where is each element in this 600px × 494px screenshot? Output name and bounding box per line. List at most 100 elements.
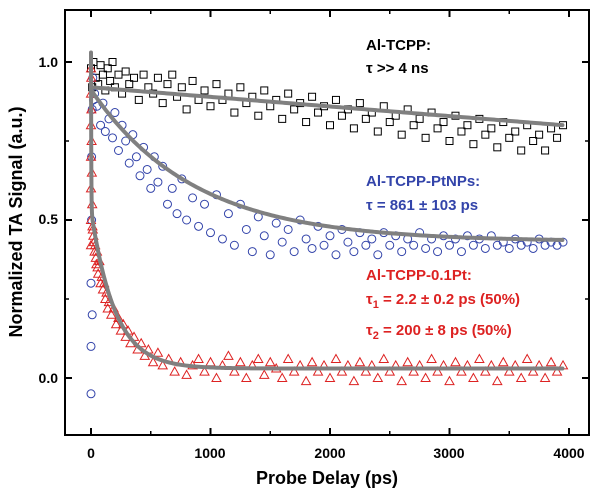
data-point (105, 309, 117, 319)
data-point (152, 347, 164, 357)
data-point (551, 366, 563, 376)
data-point (331, 95, 340, 104)
data-point (373, 127, 382, 136)
data-point (541, 146, 550, 155)
data-point (372, 372, 384, 382)
data-point (259, 231, 269, 241)
x-tick-label-0: 0 (87, 445, 95, 461)
data-point (113, 145, 123, 155)
data-point (433, 124, 442, 133)
data-point (265, 250, 275, 260)
data-point (445, 240, 454, 250)
data-point (528, 243, 538, 253)
annotation-pt01-tau2: τ2 = 200 ± 8 ps (50%) (366, 322, 512, 342)
data-point (223, 350, 234, 360)
data-point (521, 353, 533, 364)
data-point (553, 133, 562, 142)
data-point (450, 356, 461, 367)
data-point (290, 105, 299, 114)
data-point (384, 366, 396, 376)
data-point (223, 209, 233, 219)
x-tick-label-4000: 4000 (553, 445, 584, 461)
data-point (463, 121, 472, 130)
data-point (188, 193, 198, 203)
data-point (367, 234, 377, 244)
data-point (312, 366, 324, 376)
data-point (99, 293, 111, 303)
data-point (445, 137, 454, 145)
data-point (147, 356, 159, 367)
data-point (100, 127, 110, 137)
data-point (301, 234, 311, 244)
tau1-value: = 2.2 ± 0.2 ps (50%) (379, 291, 520, 308)
data-point (199, 366, 210, 376)
data-point (302, 118, 311, 127)
data-point (408, 366, 420, 376)
data-point (247, 247, 257, 257)
data-point (158, 161, 168, 171)
data-point (288, 366, 300, 376)
y-tick-label-0: 0.0 (39, 370, 59, 386)
data-point (282, 353, 294, 364)
y-axis-title: Normalized TA Signal (a.u.) (6, 106, 26, 337)
data-point (139, 70, 148, 79)
data-point (106, 76, 115, 85)
data-point (432, 366, 443, 376)
data-point (421, 133, 430, 142)
data-point (385, 118, 394, 127)
data-point (124, 158, 134, 168)
data-point (146, 183, 156, 193)
data-point (158, 99, 167, 108)
data-point (134, 95, 143, 104)
data-point (527, 366, 539, 376)
data-point (121, 136, 131, 146)
data-point (361, 114, 370, 123)
data-point (153, 177, 163, 187)
data-point (153, 73, 162, 82)
x-tick-label-1000: 1000 (194, 445, 225, 461)
data-point (283, 224, 293, 234)
data-point (86, 278, 96, 288)
tau2-symbol: τ (366, 322, 373, 339)
data-point (114, 70, 123, 79)
data-point (354, 356, 366, 367)
data-point (348, 375, 360, 386)
data-point (252, 353, 264, 364)
data-point (110, 108, 120, 118)
data-point (102, 302, 114, 313)
data-point (205, 356, 216, 367)
tau2-subscript: 2 (373, 330, 379, 342)
data-point (444, 375, 455, 386)
tau1-symbol: τ (366, 291, 373, 308)
data-point (337, 111, 346, 120)
data-point (217, 234, 227, 244)
data-point (331, 250, 341, 260)
data-point (468, 372, 479, 382)
data-point (469, 140, 478, 149)
data-point (397, 130, 406, 139)
data-point (260, 86, 269, 95)
data-point (456, 366, 467, 376)
data-point (125, 80, 134, 89)
data-point (529, 137, 538, 145)
data-point (361, 240, 371, 250)
annotation-ptnps-tau: τ = 861 ± 103 ps (366, 197, 478, 214)
data-point (211, 372, 222, 382)
data-point (409, 121, 418, 130)
data-point (284, 89, 293, 98)
data-point (271, 218, 281, 228)
data-point (493, 143, 502, 152)
data-point (131, 152, 141, 162)
data-point (503, 366, 515, 376)
data-point (457, 127, 466, 136)
data-point (182, 105, 191, 114)
data-point (167, 183, 177, 193)
annotation-al-tcpp-name: Al-TCPP: (366, 37, 431, 54)
tau1-subscript: 1 (373, 299, 379, 311)
series-al-tcpp-0-1pt (85, 62, 569, 386)
data-point (468, 240, 478, 250)
data-point (240, 372, 252, 382)
data-point (163, 80, 172, 89)
data-point (181, 369, 192, 379)
